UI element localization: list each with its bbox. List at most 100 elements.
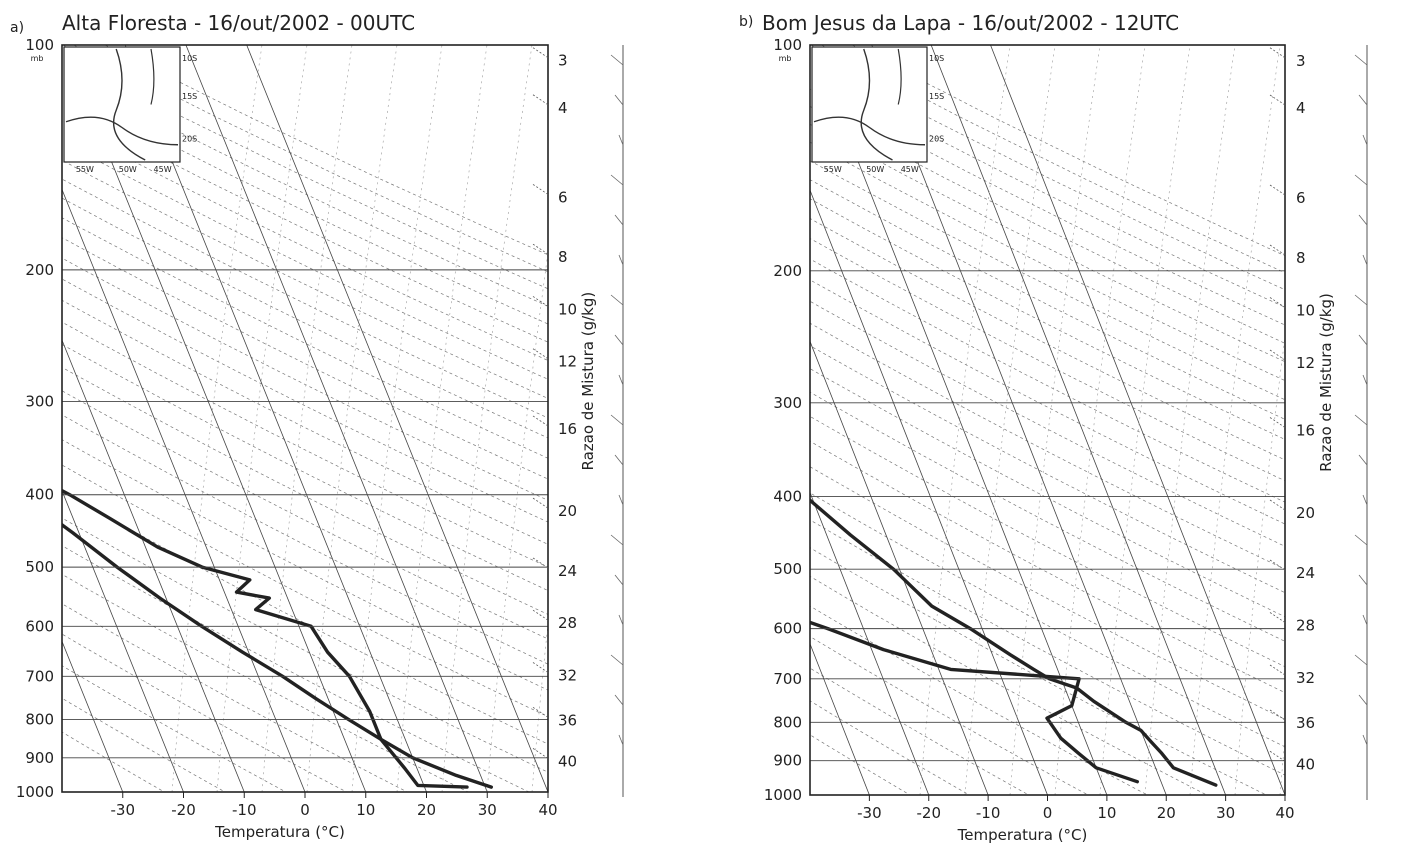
x-axis-label: Temperatura (°C) bbox=[957, 826, 1088, 844]
mixing-ratio-line bbox=[1269, 499, 1286, 511]
mixing-ratio-label: 8 bbox=[558, 248, 568, 266]
isotherm bbox=[278, 45, 573, 795]
wind-barb-icon bbox=[1358, 574, 1368, 586]
isotherm bbox=[812, 45, 1108, 795]
wind-barb-icon bbox=[1362, 374, 1368, 386]
moist-adiabat bbox=[919, 45, 1011, 795]
inset-map-border-line bbox=[813, 116, 926, 146]
wind-barb-icon bbox=[1358, 94, 1368, 106]
wind-barb-icon bbox=[1362, 494, 1368, 506]
y-tick-label: 300 bbox=[773, 394, 802, 412]
wind-barb-icon bbox=[618, 614, 624, 626]
wind-barb-icon bbox=[610, 534, 624, 546]
mixing-ratio-label: 6 bbox=[1296, 189, 1306, 207]
mixing-ratio-label: 16 bbox=[1296, 422, 1315, 440]
isotherm bbox=[62, 339, 245, 792]
x-tick-label: -30 bbox=[111, 801, 136, 819]
mixing-ratio-line bbox=[532, 557, 549, 569]
dry-adiabat bbox=[810, 322, 1285, 570]
mixing-ratio-axis-label: Razao de Mistura (g/kg) bbox=[1317, 293, 1335, 472]
wind-barb-icon bbox=[618, 134, 624, 146]
y-tick-label: 600 bbox=[773, 620, 802, 638]
mixing-ratio-line bbox=[532, 184, 549, 195]
wind-barb-icon bbox=[1354, 294, 1368, 306]
inset-map-lat-label: 15S bbox=[182, 92, 197, 101]
wind-barb-icon bbox=[614, 334, 624, 346]
wind-barb-icon bbox=[618, 254, 624, 266]
wind-barb-icon bbox=[1354, 414, 1368, 426]
dry-adiabat bbox=[810, 238, 1285, 482]
x-tick-label: 30 bbox=[1216, 804, 1235, 822]
wind-barb-icon bbox=[610, 174, 624, 186]
dry-adiabat bbox=[62, 697, 226, 792]
isotherm bbox=[0, 45, 1, 792]
y-tick-label: 600 bbox=[25, 617, 54, 635]
dry-adiabat bbox=[810, 492, 1285, 748]
mixing-ratio-line bbox=[1269, 559, 1286, 571]
mixing-ratio-line bbox=[532, 609, 549, 621]
dry-adiabat bbox=[810, 440, 1285, 694]
y-tick-label: 100 bbox=[25, 36, 54, 54]
x-tick-label: 0 bbox=[1043, 804, 1053, 822]
mixing-ratio-line bbox=[1269, 244, 1286, 256]
y-tick-label: 400 bbox=[773, 488, 802, 506]
wind-barb-icon bbox=[1362, 614, 1368, 626]
inset-map-border-line bbox=[150, 48, 155, 105]
mixing-ratio-label: 6 bbox=[558, 188, 568, 206]
wind-barb-icon bbox=[614, 214, 624, 226]
dewpoint-profile-line bbox=[810, 620, 1139, 784]
moist-adiabat bbox=[1144, 45, 1236, 795]
wind-barb-icon bbox=[1358, 214, 1368, 226]
mixing-ratio-line bbox=[532, 748, 549, 759]
moist-adiabat bbox=[441, 45, 533, 792]
y-tick-label: 700 bbox=[773, 670, 802, 688]
mixing-ratio-line bbox=[1269, 184, 1286, 196]
inset-map-lat-label: 20S bbox=[929, 134, 944, 143]
inset-map-border-line bbox=[897, 48, 902, 105]
dry-adiabat bbox=[810, 605, 1148, 795]
mixing-ratio-label: 40 bbox=[558, 752, 577, 770]
inset-map-lat-label: 10S bbox=[929, 54, 944, 63]
isotherm bbox=[64, 45, 367, 792]
inset-map-border-line bbox=[112, 48, 146, 161]
mixing-ratio-line bbox=[1269, 750, 1286, 762]
moist-adiabat bbox=[171, 45, 263, 792]
y-tick-label: 900 bbox=[25, 749, 54, 767]
x-axis-label: Temperatura (°C) bbox=[214, 823, 345, 841]
dry-adiabat bbox=[62, 414, 548, 665]
mixing-ratio-line bbox=[532, 47, 549, 59]
x-tick-label: 10 bbox=[356, 801, 375, 819]
wind-barb-icon bbox=[614, 454, 624, 466]
mixing-ratio-label: 32 bbox=[558, 666, 577, 684]
dry-adiabat bbox=[62, 71, 548, 307]
y-tick-label: 900 bbox=[773, 752, 802, 770]
mixing-ratio-line bbox=[532, 348, 549, 360]
x-tick-label: -10 bbox=[976, 804, 1001, 822]
mixing-ratio-line bbox=[532, 296, 549, 307]
dry-adiabat bbox=[810, 667, 1029, 795]
inset-map-lat-label: 20S bbox=[182, 134, 197, 143]
isotherm bbox=[930, 45, 1226, 795]
mixing-ratio-line bbox=[1269, 349, 1286, 361]
pressure-unit-label: mb bbox=[31, 54, 44, 63]
dry-adiabat bbox=[810, 575, 1208, 795]
mixing-ratio-line bbox=[532, 415, 549, 427]
wind-barb-icon bbox=[1358, 694, 1368, 706]
isotherm bbox=[397, 45, 692, 795]
mixing-ratio-label: 4 bbox=[1296, 99, 1306, 117]
mixing-ratio-label: 20 bbox=[558, 502, 577, 520]
mixing-ratio-label: 40 bbox=[1296, 755, 1315, 773]
y-tick-label: 200 bbox=[25, 261, 54, 279]
y-tick-label: 100 bbox=[773, 36, 802, 54]
mixing-ratio-label: 4 bbox=[558, 99, 568, 117]
dry-adiabat bbox=[62, 490, 548, 745]
dry-adiabat bbox=[62, 257, 548, 501]
y-tick-label: 500 bbox=[25, 558, 54, 576]
mixing-ratio-line bbox=[532, 243, 549, 255]
dry-adiabat bbox=[62, 217, 548, 459]
mixing-ratio-label: 3 bbox=[1296, 52, 1306, 70]
moist-adiabat bbox=[1099, 45, 1191, 795]
isotherm bbox=[124, 45, 427, 792]
wind-barb-icon bbox=[1354, 174, 1368, 186]
